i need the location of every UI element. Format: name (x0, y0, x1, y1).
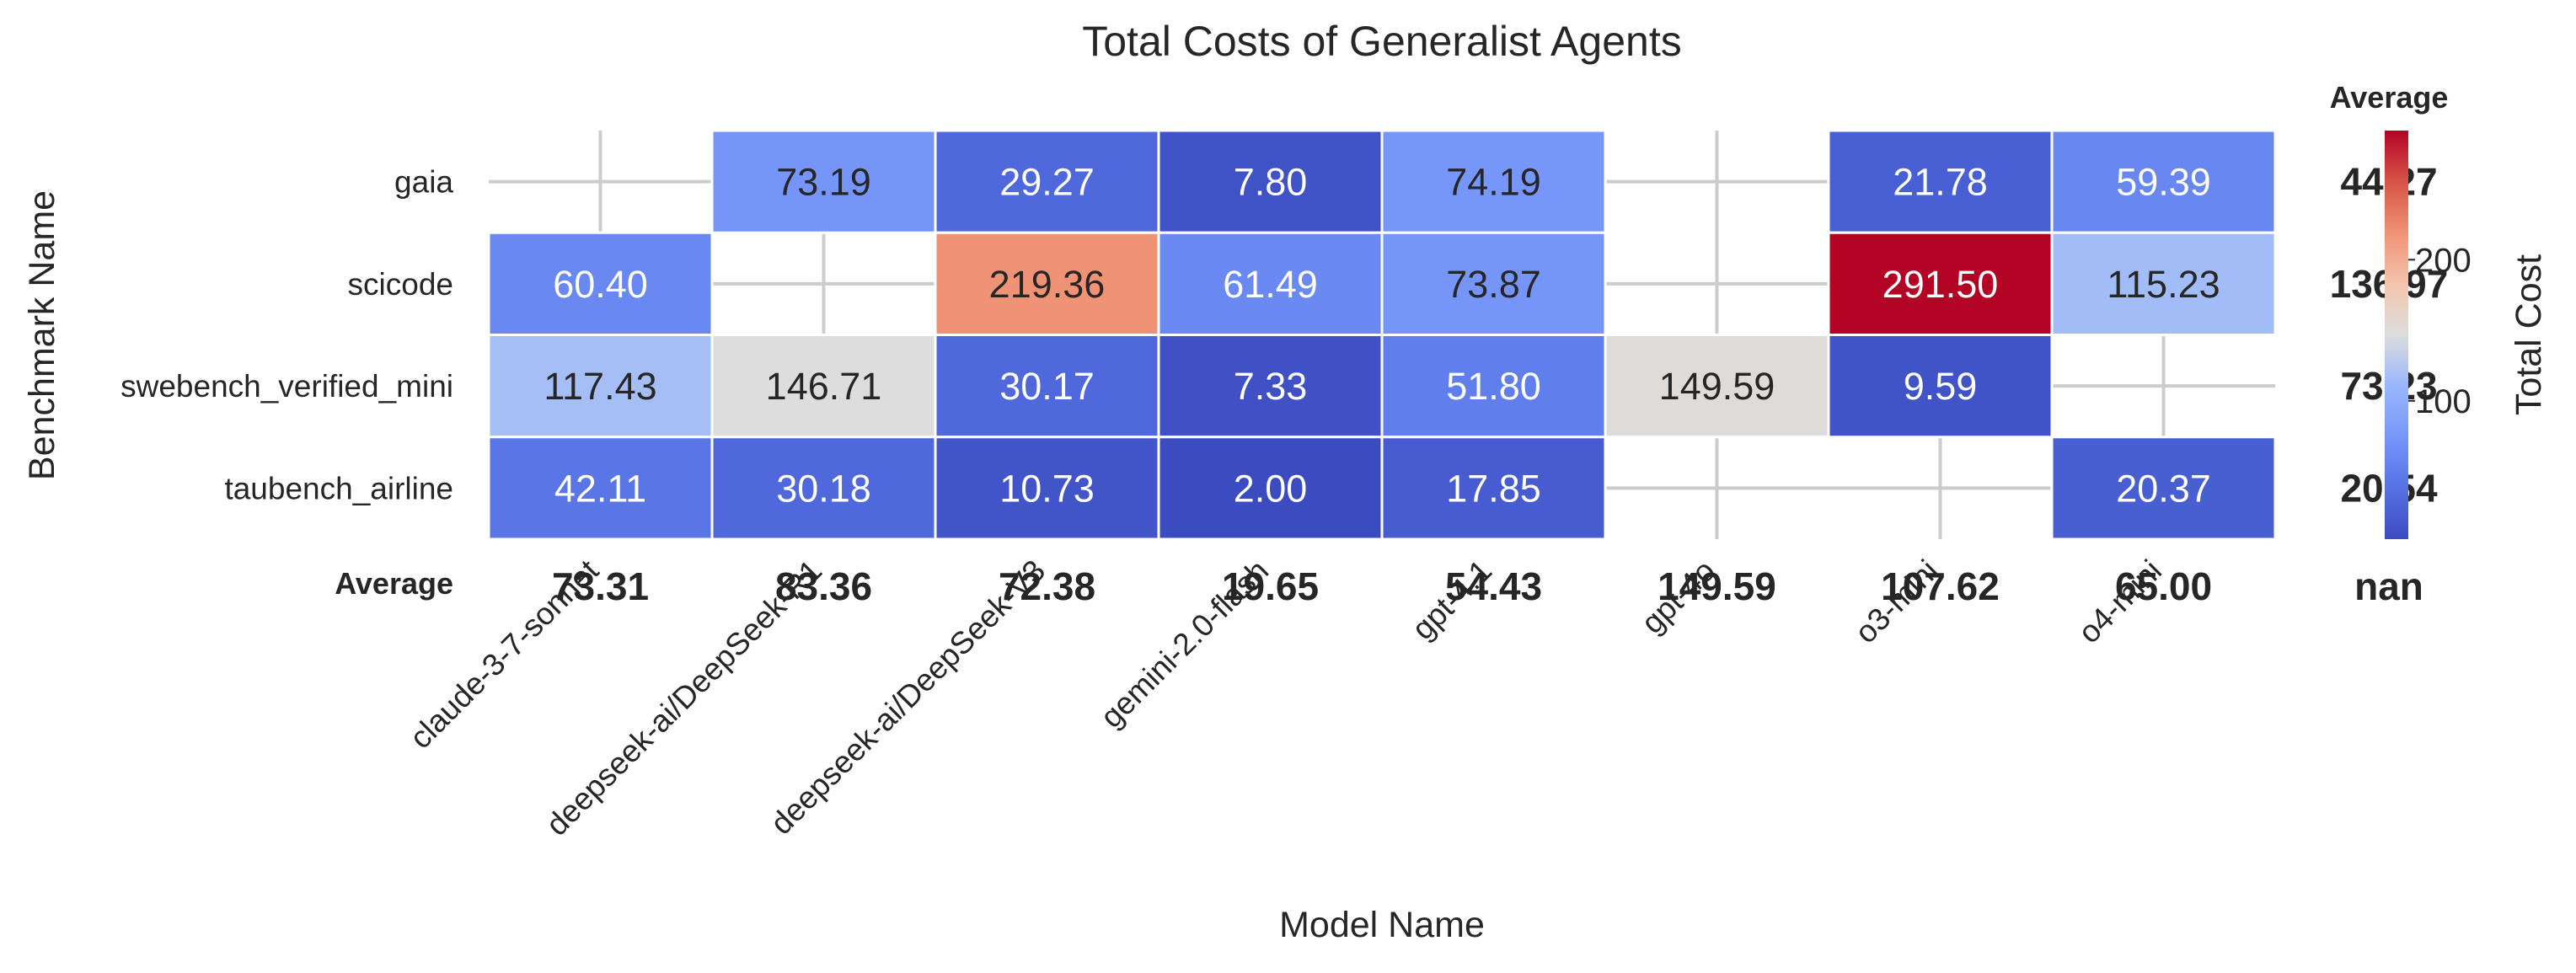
cell-value-label: 21.78 (1893, 161, 1988, 204)
y-tick-label: scicode (348, 267, 453, 302)
colorbar-tick-label: 200 (2415, 242, 2472, 279)
cell-value-label: 42.11 (554, 467, 646, 510)
colorbar-tick-label: 100 (2415, 383, 2472, 420)
column-average-value: 19.65 (1222, 564, 1319, 608)
heatmap-cell (1157, 129, 1384, 234)
y-tick-label: swebench_verified_mini (120, 369, 453, 404)
cell-value-label: 59.39 (2116, 161, 2211, 204)
cell-value-label: 219.36 (989, 263, 1106, 306)
y-tick-label: gaia (394, 165, 453, 200)
colorbar: 100 200 Total Cost (2385, 131, 2549, 539)
cell-value-label: 17.85 (1446, 467, 1541, 510)
row-average-header: Average (2330, 80, 2449, 115)
cell-value-label: 149.59 (1659, 365, 1775, 408)
heatmap-cell (1380, 231, 1607, 336)
heatmap-cell (2050, 231, 2277, 336)
cell-value-label: 73.19 (776, 161, 871, 204)
averages: AverageAverage44.27136.9773.2320.5473.31… (335, 80, 2448, 608)
heatmap-cell (1380, 129, 1607, 234)
overall-average-value: nan (2354, 564, 2423, 608)
cell-value-label: 10.73 (999, 467, 1095, 510)
colorbar-label: Total Cost (2509, 254, 2549, 415)
column-average-value: 107.62 (1881, 564, 2000, 608)
heatmap-cell (1604, 334, 1830, 439)
x-axis-label: Model Name (1279, 905, 1485, 945)
cell-value-label: 7.33 (1234, 365, 1308, 408)
heatmap-cell (487, 436, 714, 541)
cell-value-label: 146.71 (766, 365, 882, 408)
cell-value-label: 291.50 (1882, 263, 1999, 306)
cell-value-label: 9.59 (1904, 365, 1978, 408)
heatmap-cell (1380, 436, 1607, 541)
cell-value-label: 51.80 (1446, 365, 1541, 408)
column-average-value: 83.36 (775, 564, 872, 608)
column-average-value: 54.43 (1445, 564, 1542, 608)
cell-value-label: 20.37 (2116, 467, 2211, 510)
cell-value-label: 115.23 (2107, 263, 2220, 306)
column-average-header: Average (335, 566, 453, 601)
y-axis-label: Benchmark Name (22, 190, 62, 480)
heatmap-cells: 73.19 29.27 7.80 74.19 21.78 59.39 60.40 219.36… (487, 129, 2277, 541)
cell-value-label: 74.19 (1446, 161, 1541, 204)
heatmap-cell (934, 129, 1160, 234)
cell-value-label: 73.87 (1446, 263, 1541, 306)
heatmap-cell (1157, 334, 1384, 439)
heatmap-cell (1827, 231, 2054, 336)
column-average-value: 72.38 (999, 564, 1095, 608)
column-average-value: 65.00 (2115, 564, 2212, 608)
heatmap-cell (1380, 334, 1607, 439)
cell-value-label: 7.80 (1234, 161, 1308, 204)
heatmap-cell (934, 436, 1160, 541)
heatmap-cell (1157, 231, 1384, 336)
cell-value-label: 30.18 (776, 467, 871, 510)
heatmap-cell (1827, 334, 2054, 439)
heatmap-cell (710, 436, 937, 541)
cell-value-label: 60.40 (553, 263, 648, 306)
heatmap-cell (2050, 436, 2277, 541)
heatmap-cell (710, 129, 937, 234)
column-average-value: 149.59 (1658, 564, 1776, 608)
cell-value-label: 61.49 (1223, 263, 1318, 306)
cell-value-label: 117.43 (544, 365, 656, 408)
cell-value-label: 30.17 (999, 365, 1095, 408)
cell-value-label: 2.00 (1234, 467, 1308, 510)
cell-value-label: 29.27 (999, 161, 1095, 204)
chart-title: Total Costs of Generalist Agents (1082, 18, 1681, 65)
column-average-value: 73.31 (552, 564, 649, 608)
heatmap-cell (487, 231, 714, 336)
y-tick-label: taubench_airline (224, 471, 453, 505)
colorbar-gradient (2385, 131, 2408, 539)
